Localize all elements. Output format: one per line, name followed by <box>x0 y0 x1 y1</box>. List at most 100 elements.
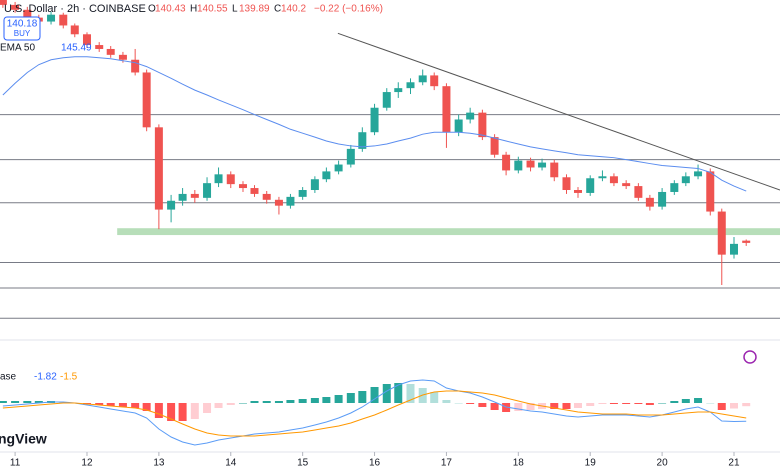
candle-body <box>382 92 391 108</box>
ohlc-value: 140.55 <box>197 4 228 15</box>
ema-value: 145.49 <box>61 43 92 54</box>
buy-label[interactable]: BUY <box>14 29 31 38</box>
candle-body <box>286 196 295 206</box>
candle-body <box>358 132 367 149</box>
candle-body <box>478 112 487 138</box>
histogram-bar <box>729 403 738 409</box>
histogram-bar <box>406 384 415 403</box>
histogram-bar <box>334 395 343 403</box>
histogram-bar <box>298 399 307 403</box>
candle-body <box>502 154 511 171</box>
candle-body <box>167 200 176 210</box>
candle-body <box>190 193 199 198</box>
candle-body <box>47 14 56 22</box>
candle-body <box>573 190 582 193</box>
ema-line <box>2 56 747 192</box>
candle-body <box>0 0 7 5</box>
histogram-bar <box>466 403 475 404</box>
x-tick-label: 17 <box>441 458 453 469</box>
histogram-bar <box>95 403 104 405</box>
candle-body <box>681 176 690 184</box>
change-label: −0.22 (−0.16%) <box>314 4 383 15</box>
candle-body <box>645 197 654 207</box>
drawings <box>0 32 780 319</box>
histogram-bar <box>238 403 247 404</box>
histogram-bar <box>190 403 199 419</box>
histogram-bar <box>681 399 690 403</box>
candle-body <box>11 4 20 10</box>
histogram-bar <box>430 392 439 403</box>
candle-body <box>59 14 68 26</box>
histogram-bar <box>178 403 187 421</box>
candle-body <box>310 179 319 191</box>
candle-body <box>442 86 451 133</box>
x-tick-label: 16 <box>369 458 381 469</box>
histogram-bar <box>286 400 295 403</box>
candle-body <box>226 174 235 185</box>
histogram-bar <box>490 403 499 410</box>
histogram-bar <box>118 403 127 407</box>
candle-body <box>694 171 703 177</box>
candle-body <box>406 82 415 89</box>
x-tick-label: 14 <box>225 458 237 469</box>
x-tick-label: 21 <box>728 458 740 469</box>
candle-body <box>131 59 140 73</box>
candle-body <box>729 243 738 255</box>
ohlc-legend: O 140.43 H 140.55 L 139.89 C 140.2 −0.22 (−0.16%… <box>148 4 383 15</box>
x-tick-label: 12 <box>81 458 93 469</box>
ohlc-key: L <box>232 4 238 15</box>
x-tick-label: 13 <box>153 458 165 469</box>
candle-body <box>670 183 679 192</box>
histogram-bar <box>609 403 618 404</box>
signal-line <box>2 390 747 437</box>
histogram-bar <box>526 403 535 410</box>
histogram-bar <box>274 401 283 403</box>
candle-body <box>609 176 618 184</box>
candle-body <box>203 183 212 198</box>
candle-body <box>586 178 595 193</box>
trendline <box>337 32 780 191</box>
x-tick-label: 19 <box>585 458 597 469</box>
candle-body <box>598 176 607 179</box>
histogram-bar <box>142 403 151 411</box>
histogram-bar <box>645 403 654 405</box>
candles <box>0 0 751 286</box>
histogram-bar <box>167 403 176 421</box>
signal-value: -1.5 <box>60 372 78 383</box>
x-tick-label: 18 <box>513 458 525 469</box>
histogram-bar <box>622 403 631 404</box>
histogram-bar <box>586 403 595 406</box>
candle-body <box>322 171 331 180</box>
candle-body <box>142 72 151 128</box>
ohlc-value: 140.2 <box>281 4 306 15</box>
candle-body <box>717 211 726 255</box>
histogram-bar <box>658 403 667 404</box>
candle-body <box>23 9 32 18</box>
buy-button[interactable] <box>3 16 41 41</box>
candle-body <box>634 186 643 198</box>
histogram-bar <box>131 403 140 408</box>
histogram-bar <box>322 397 331 403</box>
candle-body <box>154 127 163 210</box>
candle-body <box>466 112 475 120</box>
candle-body <box>658 191 667 207</box>
histogram-bar <box>394 383 403 403</box>
candle-body <box>490 137 499 155</box>
candle-body <box>262 193 271 200</box>
candle-body <box>274 199 283 206</box>
symbol-title: U.S. Dollar · 2h · COINBASE <box>4 3 146 15</box>
ohlc-value: 139.89 <box>239 4 270 15</box>
candle-body <box>706 171 715 212</box>
buy-price[interactable]: 140.18 <box>7 19 38 30</box>
candle-body <box>334 164 343 172</box>
watermark: ngView <box>0 431 47 447</box>
histogram-bar <box>634 403 643 404</box>
histogram-bar <box>694 398 703 403</box>
histogram-bar <box>23 401 32 403</box>
macd-source: ase <box>0 372 17 383</box>
replay-icon[interactable] <box>743 350 757 364</box>
x-tick-label: 15 <box>297 458 309 469</box>
histogram-bar <box>358 391 367 403</box>
histogram-bar <box>203 403 212 413</box>
